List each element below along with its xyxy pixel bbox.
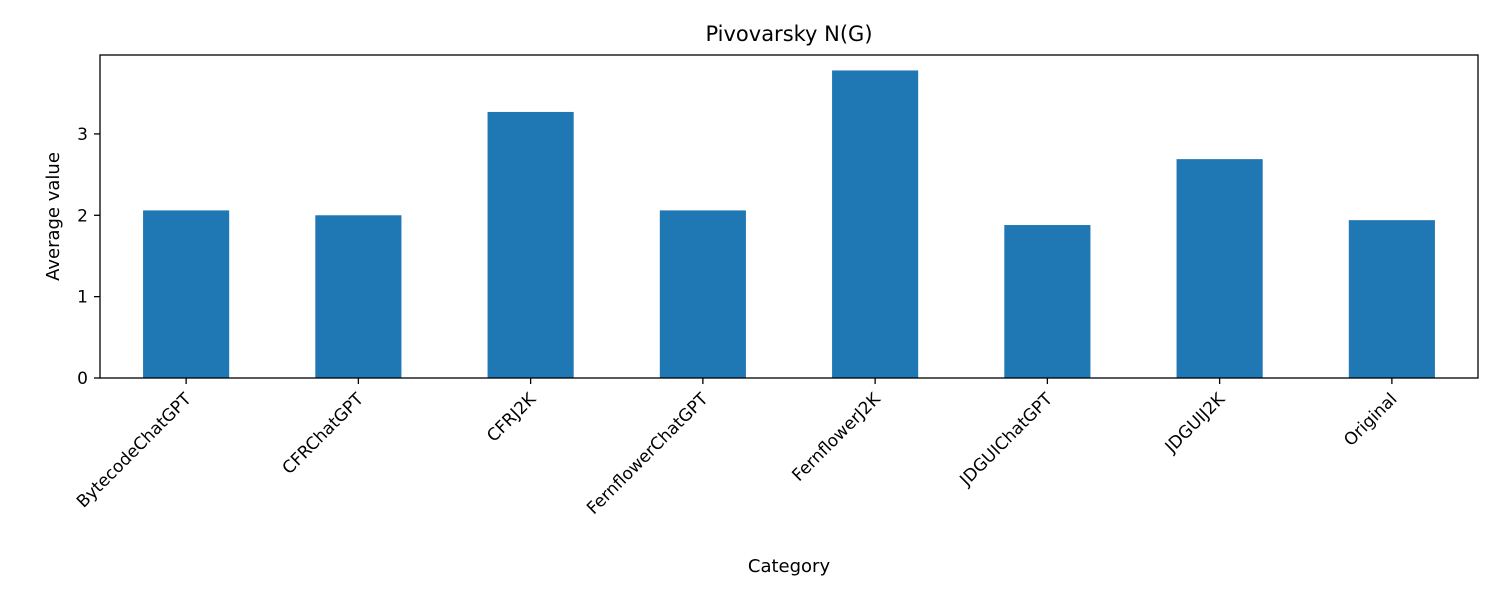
x-tick-label: FernflowerJ2K [788, 389, 885, 486]
y-tick-label: 3 [77, 125, 88, 145]
x-tick-label: FernflowerChatGPT [583, 389, 713, 519]
bars-group [143, 70, 1435, 378]
bar-jdguij2k [1176, 159, 1263, 378]
y-tick-label: 1 [77, 288, 88, 308]
x-axis: BytecodeChatGPT CFRChatGPT CFRJ2K Fernflowe… [73, 378, 1401, 519]
x-tick-label: CFRChatGPT [279, 389, 369, 479]
bar-fernflowerj2k [832, 70, 919, 378]
chart-title: Pivovarsky N(G) [705, 22, 872, 46]
bar-jdguichatgpt [1004, 225, 1091, 378]
x-tick-label: BytecodeChatGPT [73, 389, 196, 512]
bar-bytecodechatgpt [143, 210, 230, 378]
y-tick-label: 2 [77, 206, 88, 226]
x-tick-label: JDGUIChatGPT [956, 389, 1058, 491]
x-tick-label: JDGUIJ2K [1161, 389, 1230, 458]
y-axis: 0 1 2 3 [77, 125, 100, 389]
bar-fernflowerchatgpt [659, 210, 746, 378]
bar-cfrj2k [487, 111, 574, 378]
bar-cfrchatgpt [315, 215, 402, 378]
plot-frame [99, 54, 1479, 379]
x-tick-label: Original [1340, 389, 1401, 450]
bar-original [1348, 220, 1435, 378]
y-tick-label: 0 [77, 369, 88, 389]
x-axis-label: Category [748, 556, 831, 577]
y-axis-label: Average value [43, 152, 64, 281]
x-tick-label: CFRJ2K [483, 389, 540, 446]
